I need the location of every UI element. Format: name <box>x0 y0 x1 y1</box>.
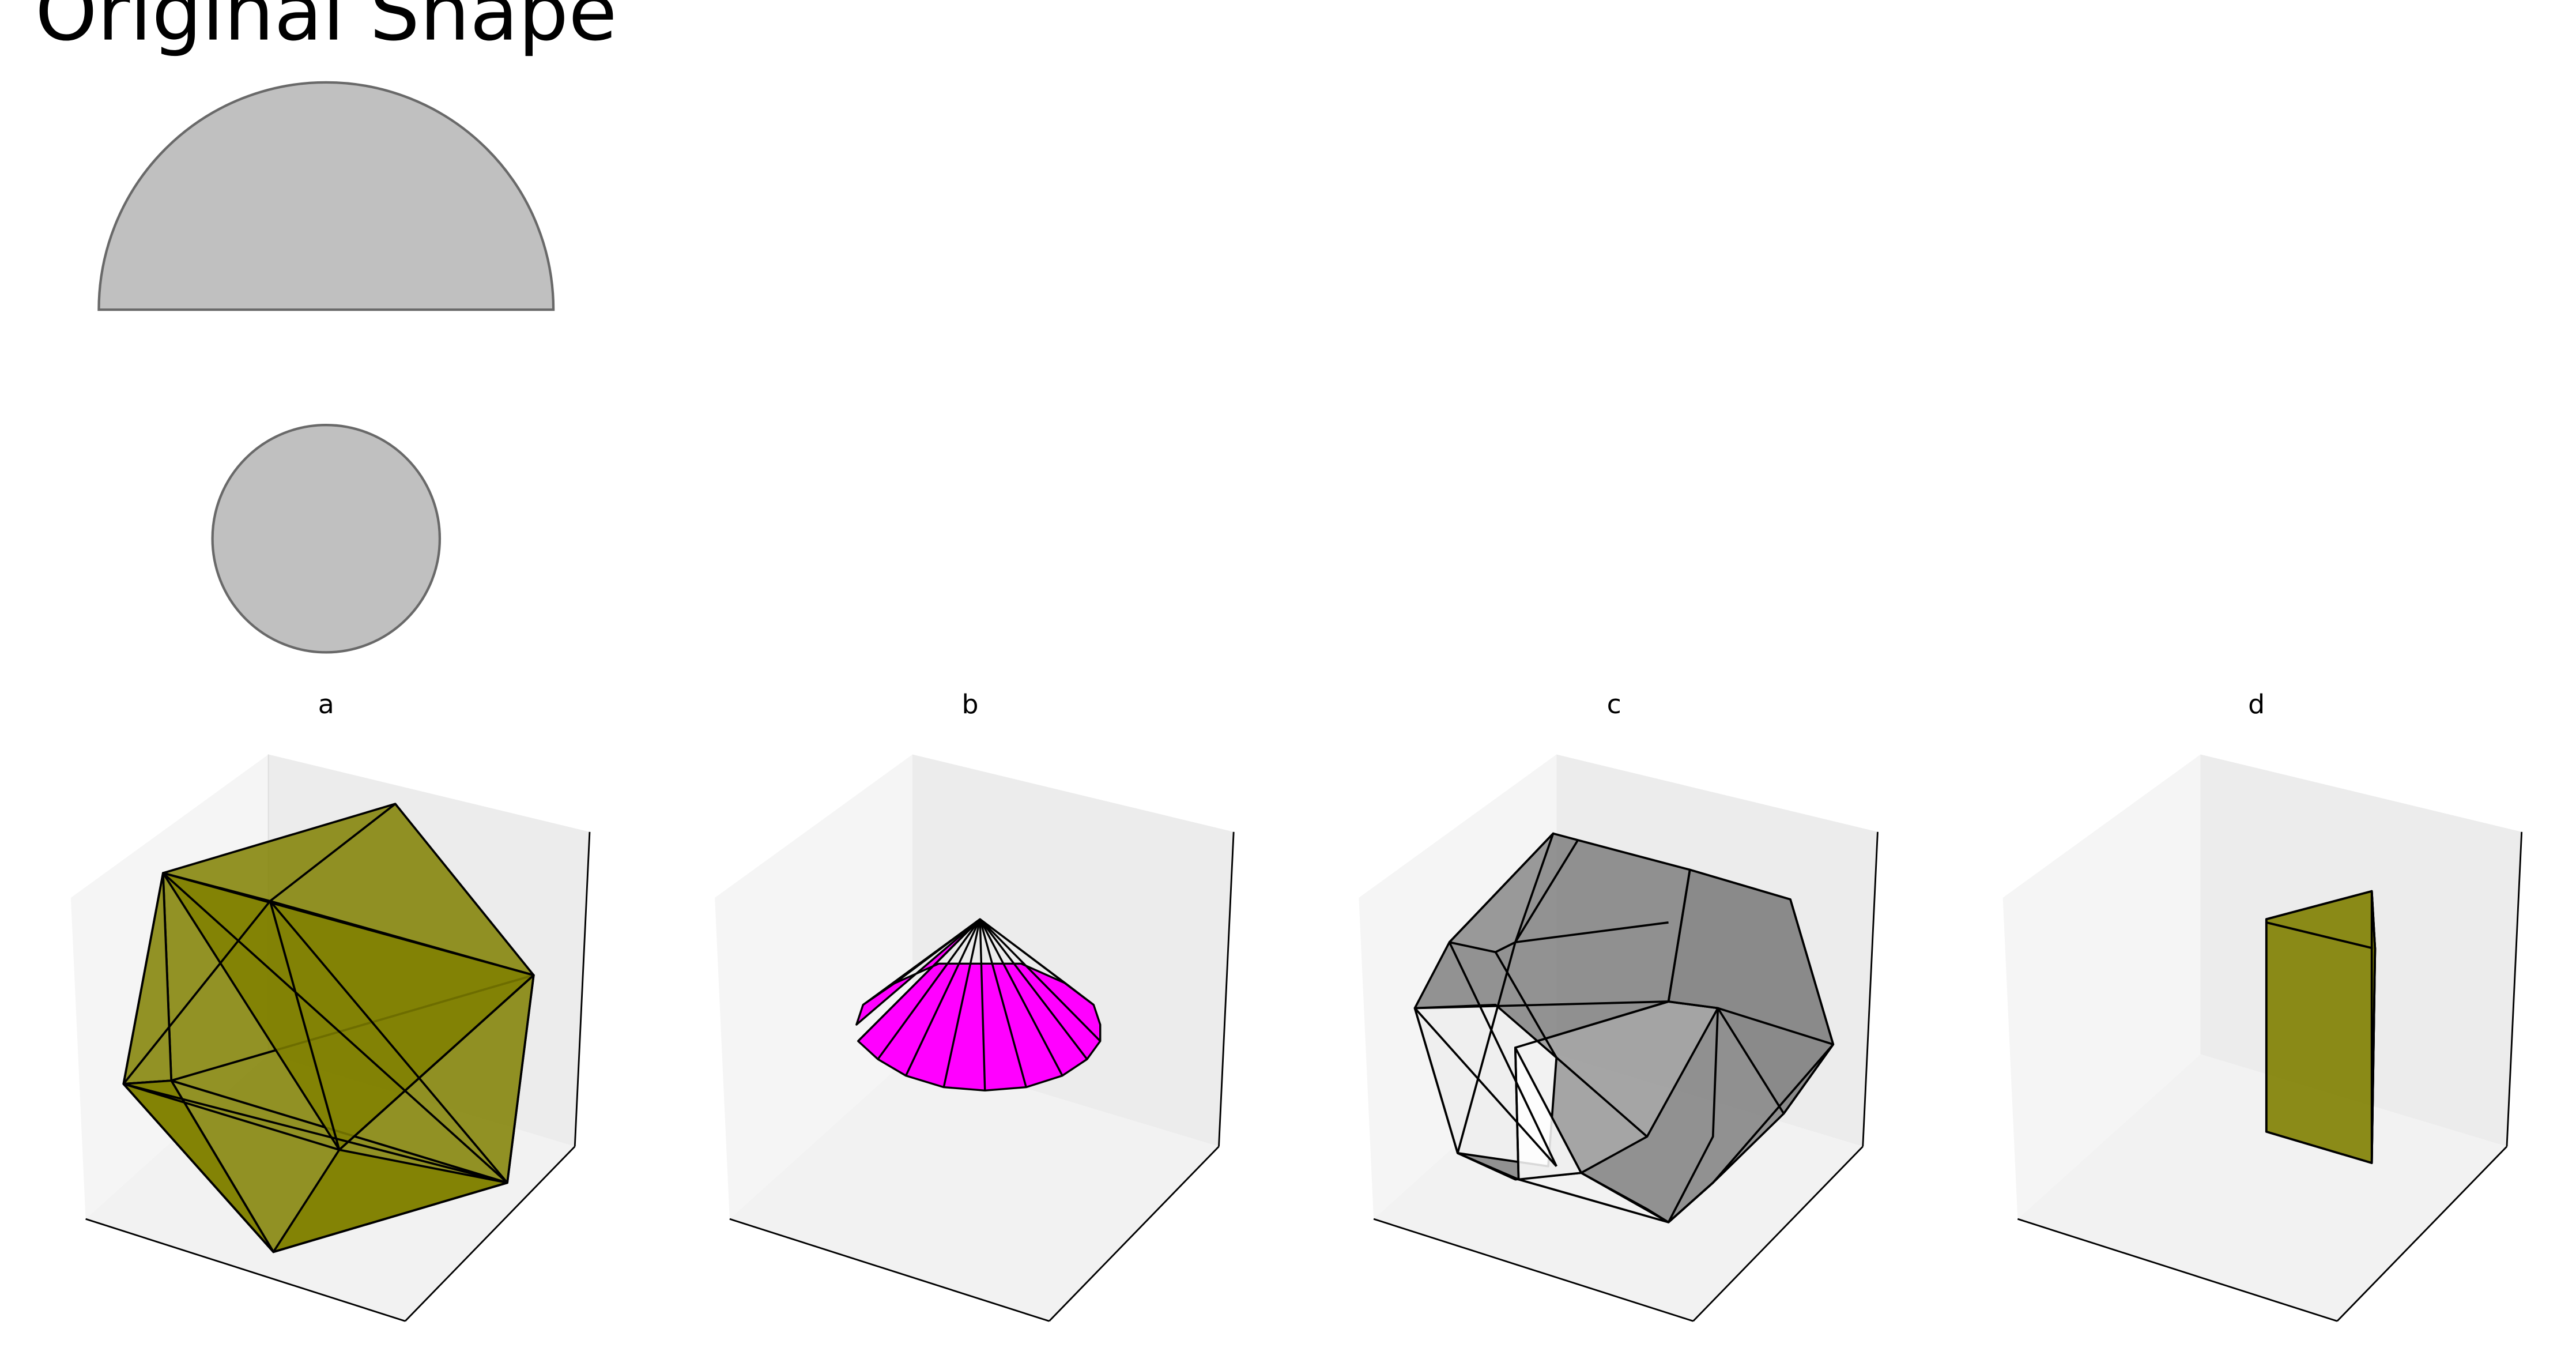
prism-d <box>2265 890 2377 1164</box>
original-shape-title: Original Shape <box>35 0 617 59</box>
polyhedron-a <box>122 803 535 1253</box>
circle-shape <box>211 423 442 654</box>
polyhedron-c <box>1413 832 1835 1224</box>
panel-d: d <box>2002 689 2523 1322</box>
panel-a-title: a <box>318 689 334 720</box>
panel-b-title: b <box>962 689 979 720</box>
axes-box-d <box>2002 754 2523 1322</box>
panel-d-title: d <box>2248 689 2265 720</box>
panel-b: b <box>715 689 1235 1322</box>
panel-c-title: c <box>1607 689 1621 720</box>
panel-a: a <box>70 689 591 1322</box>
semicircle-shape <box>97 81 555 311</box>
panel-c: c <box>1359 689 1879 1322</box>
cone-b <box>855 918 1102 1092</box>
